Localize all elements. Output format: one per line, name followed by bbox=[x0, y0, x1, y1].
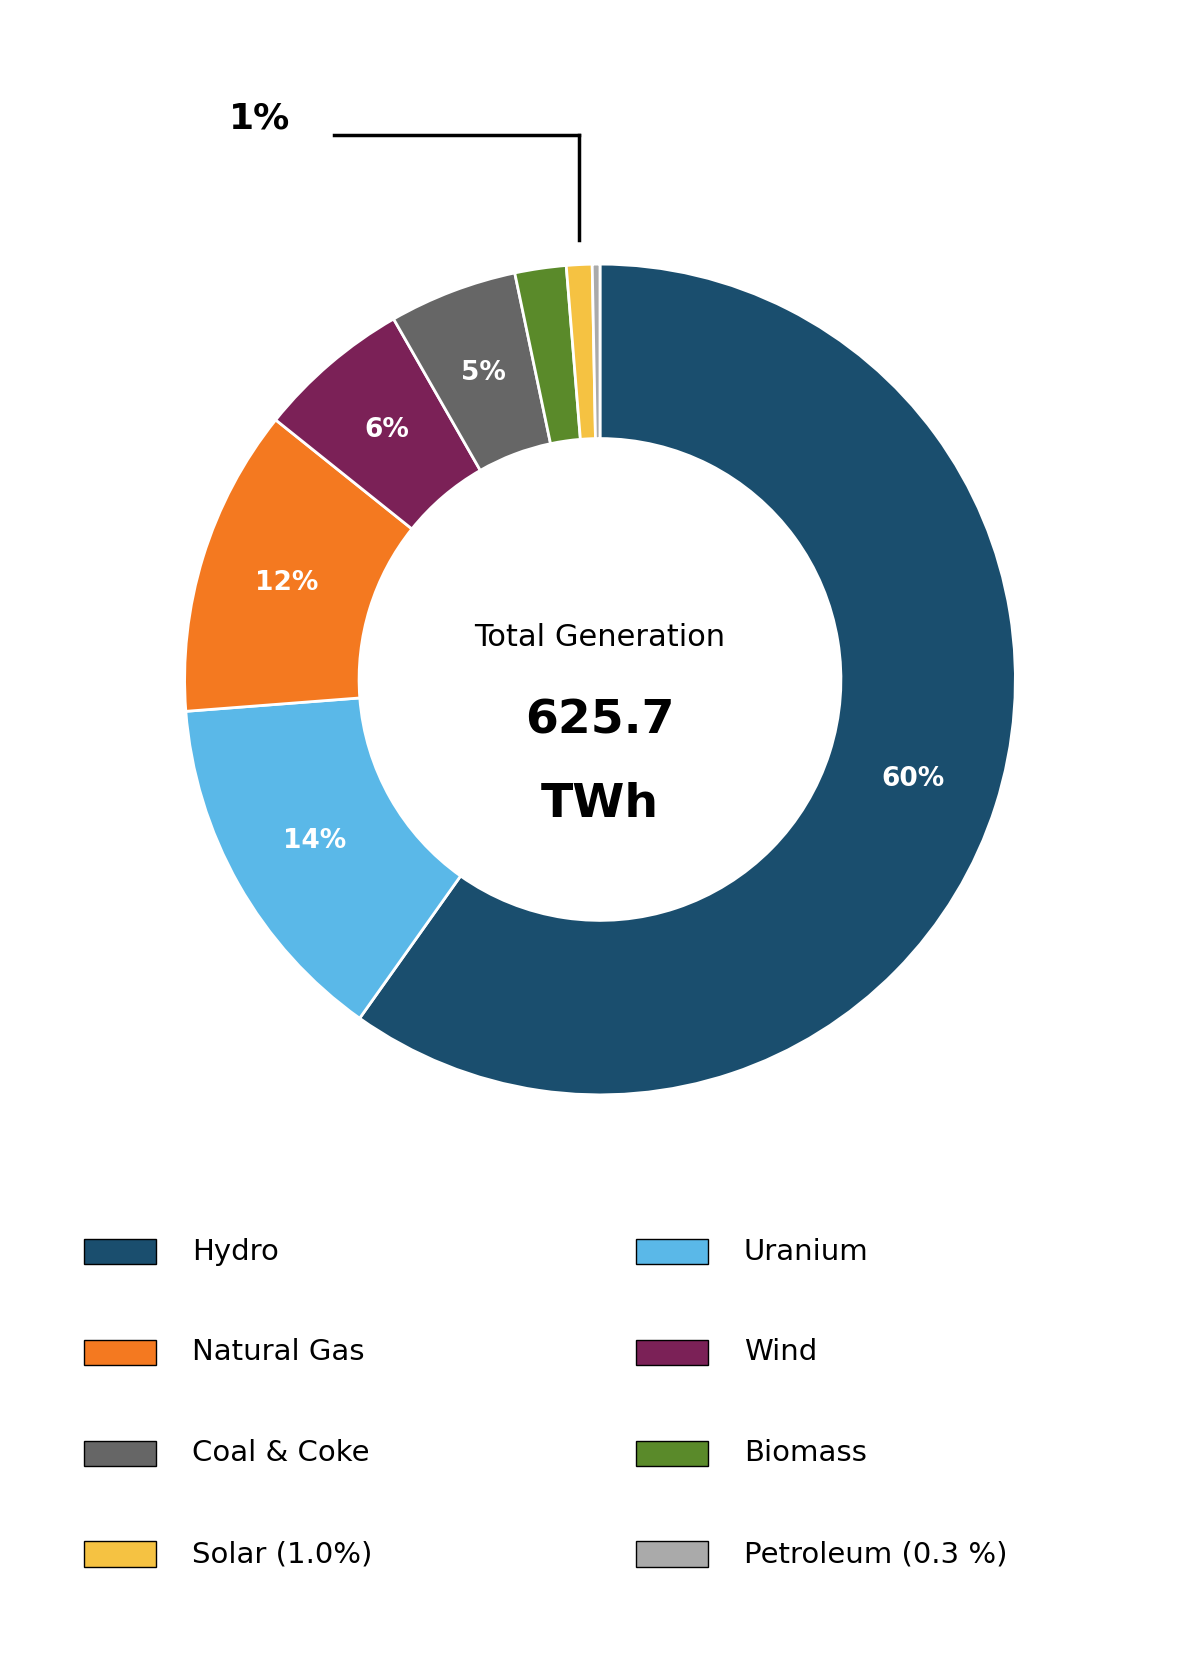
Text: 12%: 12% bbox=[254, 570, 318, 596]
Text: 14%: 14% bbox=[283, 828, 346, 853]
FancyBboxPatch shape bbox=[636, 1240, 708, 1263]
Text: Uranium: Uranium bbox=[744, 1238, 869, 1265]
Wedge shape bbox=[186, 697, 461, 1018]
Wedge shape bbox=[185, 420, 412, 711]
Text: Solar (1.0%): Solar (1.0%) bbox=[192, 1541, 372, 1567]
Text: Hydro: Hydro bbox=[192, 1238, 278, 1265]
FancyBboxPatch shape bbox=[636, 1441, 708, 1465]
Text: Total Generation: Total Generation bbox=[474, 623, 726, 652]
Text: Biomass: Biomass bbox=[744, 1440, 866, 1467]
Text: Coal & Coke: Coal & Coke bbox=[192, 1440, 370, 1467]
FancyBboxPatch shape bbox=[636, 1341, 708, 1364]
Wedge shape bbox=[276, 319, 480, 529]
FancyBboxPatch shape bbox=[84, 1240, 156, 1263]
Text: 6%: 6% bbox=[364, 417, 409, 444]
Text: Petroleum (0.3 %): Petroleum (0.3 %) bbox=[744, 1541, 1008, 1567]
FancyBboxPatch shape bbox=[636, 1542, 708, 1566]
Wedge shape bbox=[360, 264, 1015, 1095]
Wedge shape bbox=[566, 264, 595, 440]
FancyBboxPatch shape bbox=[84, 1542, 156, 1566]
FancyBboxPatch shape bbox=[84, 1341, 156, 1364]
Text: 5%: 5% bbox=[461, 360, 506, 386]
FancyBboxPatch shape bbox=[84, 1441, 156, 1465]
Text: 60%: 60% bbox=[881, 766, 944, 793]
Text: Natural Gas: Natural Gas bbox=[192, 1339, 365, 1366]
Wedge shape bbox=[394, 272, 551, 470]
Text: 625.7: 625.7 bbox=[526, 699, 674, 744]
Wedge shape bbox=[515, 265, 581, 444]
Text: 1%: 1% bbox=[229, 102, 290, 136]
Wedge shape bbox=[592, 264, 600, 438]
Text: TWh: TWh bbox=[541, 781, 659, 827]
Text: Wind: Wind bbox=[744, 1339, 817, 1366]
